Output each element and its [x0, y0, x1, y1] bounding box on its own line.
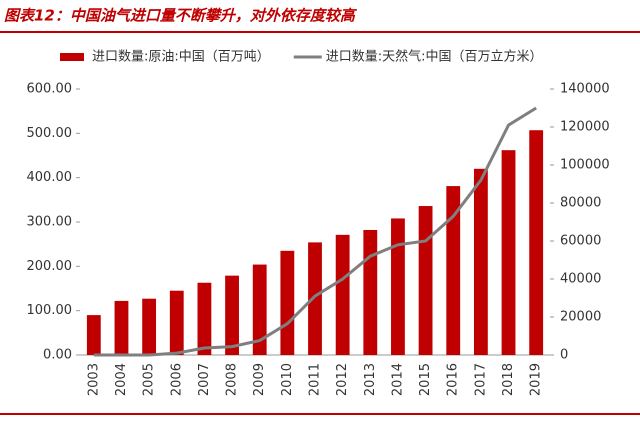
bar	[446, 186, 461, 355]
bar	[529, 130, 544, 355]
y2-tick-label: 40000	[560, 272, 601, 287]
y-tick-label: 500.00	[27, 126, 73, 141]
y-tick-label: 600.00	[27, 82, 73, 97]
x-tick-label: 2008	[225, 363, 240, 396]
y2-tick-label: 100000	[560, 158, 610, 173]
bar	[280, 250, 295, 355]
x-tick-label: 2015	[418, 363, 433, 396]
bar	[225, 275, 239, 355]
y2-tick-label: 60000	[560, 234, 601, 249]
x-tick-label: 2016	[446, 363, 461, 396]
y2-tick-label: 0	[560, 348, 568, 363]
bar	[473, 168, 488, 355]
y-tick-label: 200.00	[27, 259, 73, 274]
bar	[335, 234, 350, 355]
x-tick-label: 2013	[363, 363, 378, 396]
bar	[142, 298, 157, 355]
bar	[252, 264, 267, 355]
x-tick-label: 2018	[501, 363, 516, 396]
x-tick-label: 2005	[142, 363, 157, 396]
x-tick-label: 2017	[473, 363, 488, 396]
y2-tick-label: 140000	[560, 82, 610, 97]
x-tick-label: 2003	[86, 363, 101, 396]
bar	[114, 300, 129, 355]
bar	[363, 229, 378, 355]
bar	[418, 206, 433, 355]
x-tick-label: 2019	[529, 363, 544, 396]
y-tick-label: 100.00	[27, 303, 73, 318]
bar	[197, 282, 212, 355]
x-tick-label: 2014	[390, 363, 405, 396]
y-tick-label: 0.00	[43, 348, 72, 363]
line	[93, 106, 537, 357]
x-tick-label: 2006	[169, 363, 184, 396]
x-tick-label: 2012	[335, 363, 350, 396]
chart-title: 图表12：中国油气进口量不断攀升，对外依存度较高	[4, 7, 358, 25]
y-tick-label: 300.00	[27, 215, 73, 230]
x-tick-label: 2004	[114, 363, 129, 396]
y-tick-label: 400.00	[27, 170, 73, 185]
bar	[501, 150, 516, 355]
x-tick-label: 2009	[252, 363, 267, 396]
bar	[86, 315, 101, 355]
y2-tick-label: 80000	[560, 196, 601, 211]
x-tick-label: 2010	[280, 363, 295, 396]
legend-label: 进口数量:天然气:中国（百万立方米）	[326, 49, 543, 65]
y2-tick-label: 20000	[560, 310, 601, 325]
legend-swatch	[60, 53, 84, 61]
bar	[169, 290, 184, 355]
bar	[391, 218, 405, 355]
x-tick-label: 2011	[308, 363, 323, 396]
x-tick-label: 2007	[197, 363, 212, 396]
legend-label: 进口数量:原油:中国（百万吨）	[92, 50, 270, 65]
bar	[308, 242, 322, 355]
y2-tick-label: 120000	[560, 120, 610, 135]
